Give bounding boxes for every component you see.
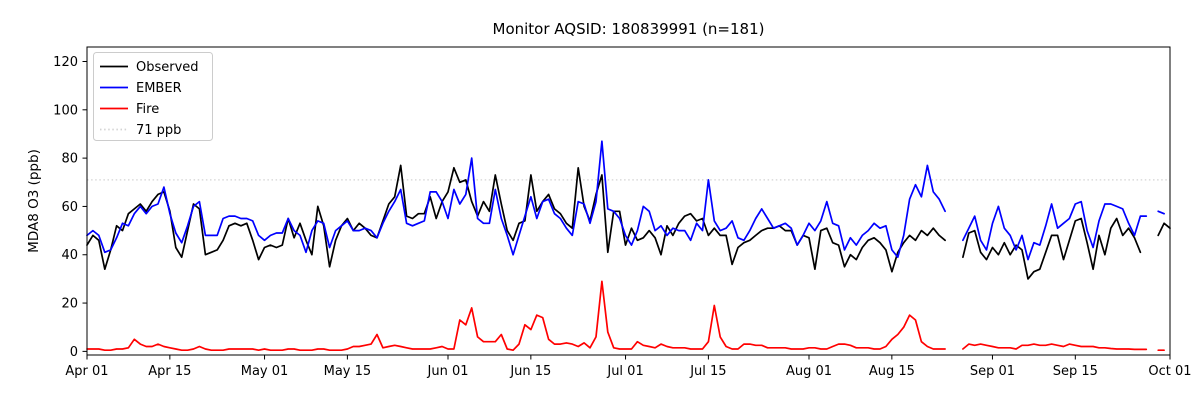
legend: Observed EMBER Fire 71 ppb (93, 52, 213, 141)
x-tick-label: Aug 15 (869, 364, 915, 379)
x-tick-label: Sep 01 (970, 364, 1015, 379)
series-line-fire (86, 280, 1165, 352)
x-tick-label: Jun 15 (509, 364, 551, 379)
x-tick-label: May 15 (324, 364, 372, 379)
y-tick-label: 40 (61, 248, 78, 263)
x-tick-label: Apr 15 (148, 364, 191, 379)
legend-label: Observed (136, 60, 199, 75)
x-tick-label: Jun 01 (427, 364, 469, 379)
legend-box (93, 52, 213, 141)
series-line-ember (86, 140, 1165, 261)
x-tick-label: Jul 01 (606, 364, 643, 379)
plot-area: 0 20 40 60 80 100 120 Apr 01 Apr 15 May 01 May 15 J… (53, 46, 1192, 379)
y-tick-label: 60 (61, 200, 78, 215)
x-tick-label: May 01 (241, 364, 289, 379)
legend-label: Fire (136, 102, 159, 117)
chart-title: Monitor AQSID: 180839991 (n=181) (493, 20, 765, 38)
x-tick-label: Sep 15 (1053, 364, 1098, 379)
y-tick-label: 0 (70, 345, 78, 360)
x-tick-label: Aug 01 (786, 364, 832, 379)
y-tick-label: 80 (61, 152, 78, 167)
x-tick-label: Oct 01 (1148, 364, 1191, 379)
x-tick-label: Apr 01 (65, 364, 108, 379)
y-tick-label: 20 (61, 297, 78, 312)
y-axis-label: MDA8 O3 (ppb) (26, 149, 42, 253)
legend-label: EMBER (136, 81, 182, 96)
plot-frame (86, 46, 1171, 356)
y-tick-label: 100 (53, 103, 78, 118)
y-tick-label: 120 (53, 55, 78, 70)
series-line-observed (86, 164, 1171, 280)
legend-label: 71 ppb (136, 123, 181, 138)
x-tick-label: Jul 15 (689, 364, 726, 379)
